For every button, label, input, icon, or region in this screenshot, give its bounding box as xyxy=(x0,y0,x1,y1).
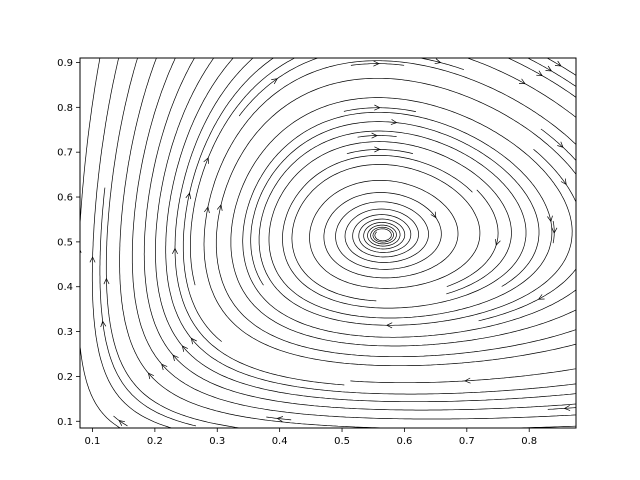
streamline xyxy=(250,121,540,287)
stream-arrow xyxy=(518,78,526,85)
streamline xyxy=(346,149,413,155)
streamline xyxy=(350,63,405,66)
stream-arrow xyxy=(203,157,209,164)
stream-arrow xyxy=(185,192,192,200)
x-tick-label: 0.5 xyxy=(334,436,350,447)
stream-arrow xyxy=(172,354,179,362)
stream-arrow xyxy=(271,78,278,85)
stream-arrow xyxy=(547,215,553,223)
stream-arrow xyxy=(118,420,125,426)
x-tick-label: 0.2 xyxy=(147,436,163,447)
y-tick-label: 0.9 xyxy=(57,58,73,69)
streamline xyxy=(507,58,576,98)
stream-arrow xyxy=(89,256,96,263)
stream-arrows xyxy=(80,58,571,426)
stream-arrow xyxy=(190,337,197,345)
stream-arrow xyxy=(204,206,210,214)
x-axis: 0.1 0.2 0.3 0.4 0.5 0.6 0.7 0.8 xyxy=(85,428,537,447)
stream-arrow xyxy=(385,322,393,329)
y-tick-label: 0.3 xyxy=(57,327,73,338)
streamline xyxy=(113,415,128,427)
y-tick-label: 0.4 xyxy=(57,282,73,293)
x-tick-label: 0.6 xyxy=(396,436,412,447)
streamline xyxy=(291,164,481,302)
streamline xyxy=(478,268,576,322)
y-axis: 0.1 0.2 0.3 0.4 0.5 0.6 0.7 0.8 0.9 xyxy=(57,58,80,428)
plot-frame xyxy=(79,57,577,429)
x-tick-label: 0.8 xyxy=(521,436,537,447)
streamline xyxy=(266,416,292,421)
streamline xyxy=(552,220,555,244)
stream-arrow xyxy=(216,204,223,211)
y-tick-label: 0.2 xyxy=(57,372,73,383)
streamline xyxy=(119,58,576,428)
stream-arrow xyxy=(536,70,543,77)
streamline xyxy=(203,60,576,367)
stream-arrow xyxy=(560,178,567,186)
stream-arrow xyxy=(495,239,501,246)
y-tick-label: 0.5 xyxy=(57,237,73,248)
streamline xyxy=(533,148,576,204)
stream-arrow xyxy=(464,377,471,384)
y-tick-label: 0.7 xyxy=(57,148,73,159)
stream-arrow xyxy=(434,58,442,65)
stream-arrow xyxy=(563,405,571,411)
x-tick-label: 0.4 xyxy=(272,436,288,447)
stream-arrow xyxy=(181,345,188,352)
streamline xyxy=(174,58,345,386)
streamline xyxy=(230,97,576,347)
stream-arrow xyxy=(430,211,437,219)
stream-arrow xyxy=(374,104,381,111)
streamline xyxy=(91,58,173,428)
stream-arrow xyxy=(557,141,564,148)
stream-arrow xyxy=(147,372,154,380)
stream-arrow xyxy=(276,416,284,422)
x-tick-label: 0.1 xyxy=(85,436,101,447)
x-tick-label: 0.7 xyxy=(459,436,475,447)
streamline xyxy=(446,189,499,287)
stream-arrow xyxy=(374,146,381,153)
streamline xyxy=(155,58,576,403)
streamline xyxy=(80,58,121,428)
streamline xyxy=(343,107,416,112)
stream-arrow xyxy=(161,363,168,371)
y-tick-label: 0.1 xyxy=(57,417,73,428)
stream-arrow xyxy=(554,60,562,67)
streamline xyxy=(190,58,296,286)
stream-arrow xyxy=(551,227,558,234)
streamline xyxy=(466,58,576,118)
stream-arrow xyxy=(100,320,107,328)
streamline xyxy=(105,58,243,428)
streamline xyxy=(350,368,576,384)
stream-arrow xyxy=(545,65,553,72)
stream-arrow xyxy=(373,60,380,67)
y-tick-label: 0.6 xyxy=(57,193,73,204)
stream-arrow xyxy=(103,277,110,285)
y-tick-label: 0.8 xyxy=(57,103,73,114)
stream-arrow xyxy=(390,119,398,125)
streamline xyxy=(215,77,576,358)
stream-arrow xyxy=(371,132,378,139)
stream-arrow xyxy=(172,247,178,255)
stream-arrow xyxy=(537,294,545,300)
x-tick-label: 0.3 xyxy=(209,436,225,447)
